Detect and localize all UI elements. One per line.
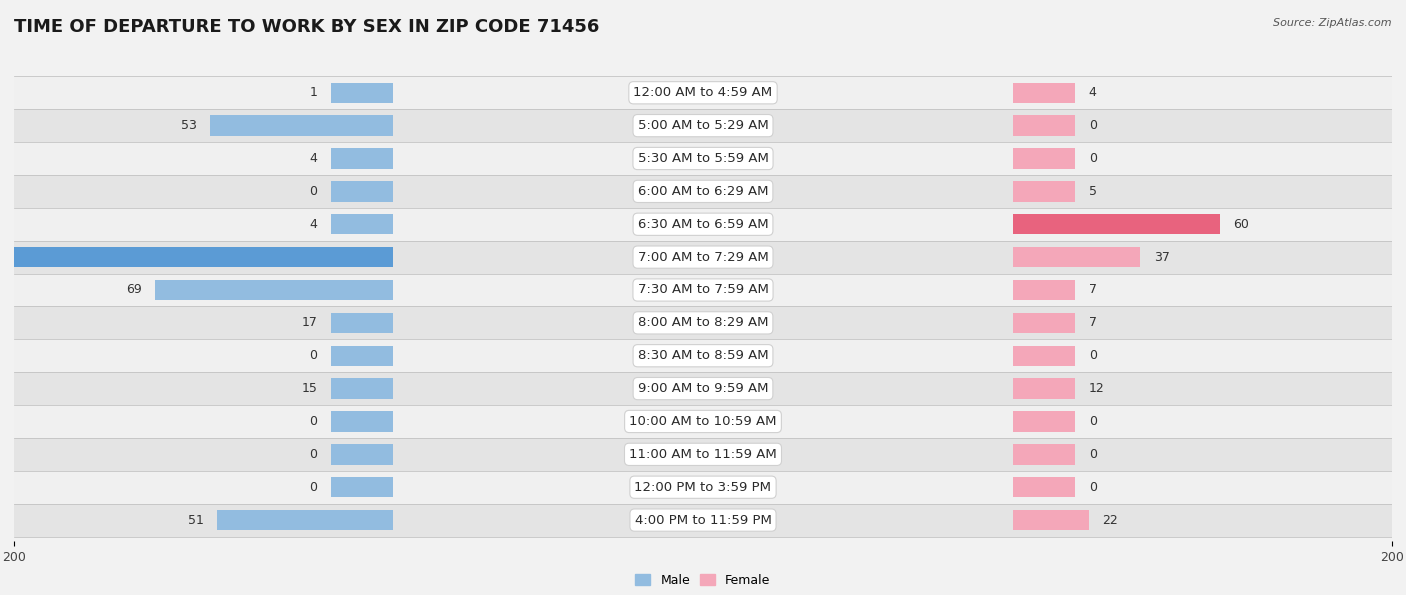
Bar (14, 109, 1392, 142)
Text: 9:00 AM to 9:59 AM: 9:00 AM to 9:59 AM (638, 382, 768, 395)
Text: 6:30 AM to 6:59 AM: 6:30 AM to 6:59 AM (638, 218, 768, 231)
Text: 12:00 AM to 4:59 AM: 12:00 AM to 4:59 AM (634, 86, 772, 99)
Text: 12:00 PM to 3:59 PM: 12:00 PM to 3:59 PM (634, 481, 772, 494)
Bar (330, 444, 392, 465)
Bar (14, 274, 1392, 306)
Text: 0: 0 (1088, 448, 1097, 461)
Text: 69: 69 (125, 283, 142, 296)
Bar (1012, 148, 1076, 169)
Text: 5:00 AM to 5:29 AM: 5:00 AM to 5:29 AM (638, 119, 768, 132)
Text: 12: 12 (1088, 382, 1105, 395)
Text: 5: 5 (1088, 185, 1097, 198)
Bar (0, 247, 392, 267)
Bar (330, 312, 392, 333)
Bar (1012, 83, 1076, 103)
Text: TIME OF DEPARTURE TO WORK BY SEX IN ZIP CODE 71456: TIME OF DEPARTURE TO WORK BY SEX IN ZIP … (14, 18, 599, 36)
Text: 22: 22 (1102, 513, 1118, 527)
Bar (1012, 312, 1076, 333)
Bar (14, 405, 1392, 438)
Bar (330, 83, 392, 103)
Text: 0: 0 (1088, 119, 1097, 132)
Text: 7: 7 (1088, 283, 1097, 296)
Bar (1012, 181, 1076, 202)
Text: 8:00 AM to 8:29 AM: 8:00 AM to 8:29 AM (638, 317, 768, 330)
Bar (14, 208, 1392, 241)
Text: 53: 53 (181, 119, 197, 132)
Text: Source: ZipAtlas.com: Source: ZipAtlas.com (1274, 18, 1392, 28)
Bar (1012, 280, 1076, 300)
Bar (330, 148, 392, 169)
Text: 7: 7 (1088, 317, 1097, 330)
Bar (330, 411, 392, 431)
Bar (0, 247, 392, 267)
Text: 51: 51 (187, 513, 204, 527)
Bar (330, 378, 392, 399)
Bar (14, 471, 1392, 503)
Text: 0: 0 (309, 448, 318, 461)
Text: 4: 4 (309, 152, 318, 165)
Text: 0: 0 (309, 415, 318, 428)
Bar (14, 372, 1392, 405)
Bar (330, 181, 392, 202)
Text: 0: 0 (1088, 481, 1097, 494)
Bar (14, 503, 1392, 537)
Bar (218, 510, 392, 530)
Bar (1012, 346, 1076, 366)
Text: 5:30 AM to 5:59 AM: 5:30 AM to 5:59 AM (637, 152, 769, 165)
Bar (330, 346, 392, 366)
Bar (14, 241, 1392, 274)
Text: 6:00 AM to 6:29 AM: 6:00 AM to 6:29 AM (638, 185, 768, 198)
Text: 1: 1 (309, 86, 318, 99)
Text: 7:00 AM to 7:29 AM: 7:00 AM to 7:29 AM (638, 250, 768, 264)
Text: 8:30 AM to 8:59 AM: 8:30 AM to 8:59 AM (638, 349, 768, 362)
Bar (1012, 510, 1088, 530)
Bar (1012, 411, 1076, 431)
Text: 17: 17 (301, 317, 318, 330)
Bar (1012, 214, 1220, 234)
Bar (14, 339, 1392, 372)
Bar (14, 142, 1392, 175)
Text: 0: 0 (1088, 415, 1097, 428)
Bar (1012, 115, 1076, 136)
Bar (14, 76, 1392, 109)
Bar (1012, 247, 1140, 267)
Text: 10:00 AM to 10:59 AM: 10:00 AM to 10:59 AM (630, 415, 776, 428)
Legend: Male, Female: Male, Female (630, 569, 776, 591)
Bar (155, 280, 392, 300)
Text: 0: 0 (1088, 152, 1097, 165)
Bar (14, 438, 1392, 471)
Text: 4: 4 (1088, 86, 1097, 99)
Text: 0: 0 (309, 349, 318, 362)
Text: 37: 37 (1154, 250, 1170, 264)
Bar (1012, 444, 1076, 465)
Text: 0: 0 (309, 481, 318, 494)
Bar (330, 477, 392, 497)
Text: 4: 4 (309, 218, 318, 231)
Bar (1012, 214, 1220, 234)
Bar (14, 306, 1392, 339)
Bar (330, 214, 392, 234)
Text: 4:00 PM to 11:59 PM: 4:00 PM to 11:59 PM (634, 513, 772, 527)
Bar (1012, 477, 1076, 497)
Text: 15: 15 (301, 382, 318, 395)
Bar (1012, 378, 1076, 399)
Bar (14, 175, 1392, 208)
Text: 11:00 AM to 11:59 AM: 11:00 AM to 11:59 AM (628, 448, 778, 461)
Bar (211, 115, 392, 136)
Text: 60: 60 (1233, 218, 1250, 231)
Text: 0: 0 (309, 185, 318, 198)
Text: 7:30 AM to 7:59 AM: 7:30 AM to 7:59 AM (637, 283, 769, 296)
Text: 0: 0 (1088, 349, 1097, 362)
